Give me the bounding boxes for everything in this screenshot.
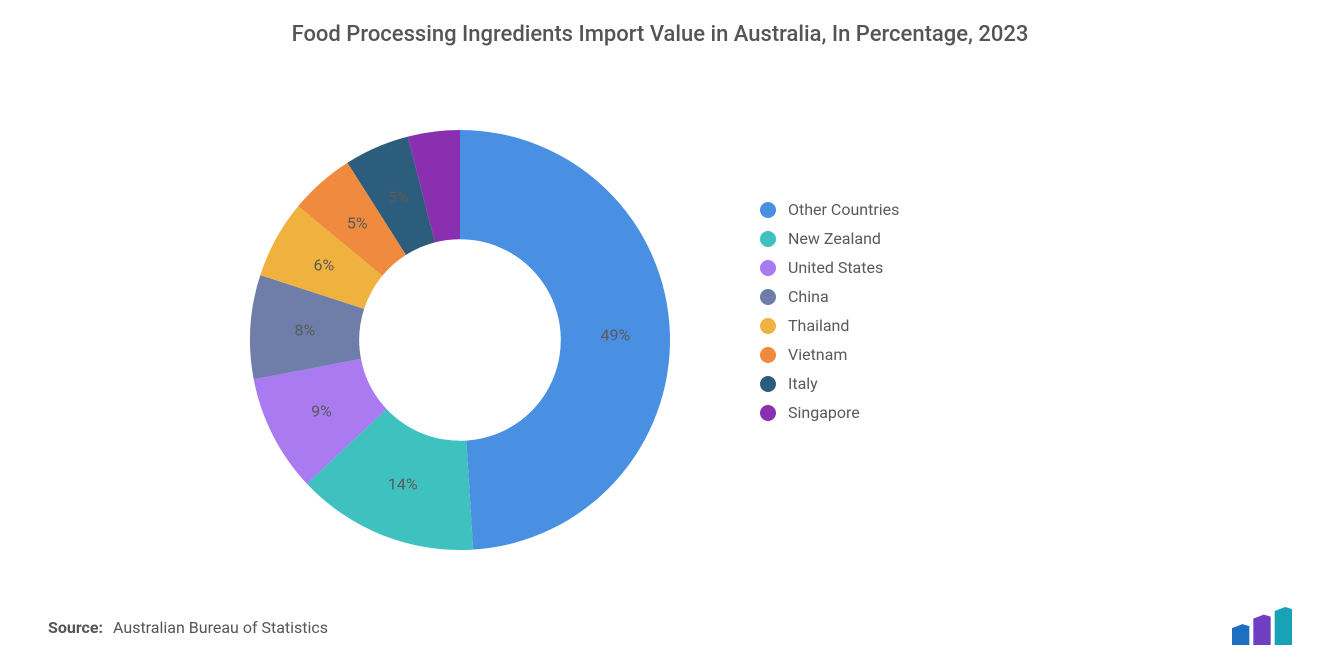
source-citation: Source: Australian Bureau of Statistics (48, 618, 328, 637)
legend-marker-icon (760, 318, 776, 334)
legend-item: Vietnam (760, 345, 899, 364)
brand-logo (1232, 607, 1292, 645)
legend-label: China (788, 287, 829, 306)
legend-marker-icon (760, 202, 776, 218)
legend-item: Singapore (760, 403, 899, 422)
slice-label: 8% (295, 321, 316, 340)
logo-bar-icon (1232, 624, 1249, 645)
legend-marker-icon (760, 231, 776, 247)
legend-label: Other Countries (788, 200, 899, 219)
slice-label: 49% (600, 326, 630, 345)
legend-item: United States (760, 258, 899, 277)
legend-item: Other Countries (760, 200, 899, 219)
slice-label: 6% (313, 256, 334, 275)
source-value: Australian Bureau of Statistics (113, 618, 328, 637)
legend-label: Vietnam (788, 345, 847, 364)
legend-marker-icon (760, 376, 776, 392)
donut-chart: 49% 14% 9% 8% 6% 5% 5% (230, 110, 690, 570)
logo-bar-icon (1253, 615, 1270, 645)
legend-item: Thailand (760, 316, 899, 335)
slice-label: 5% (347, 214, 368, 233)
legend-item: China (760, 287, 899, 306)
legend-marker-icon (760, 289, 776, 305)
legend-label: Singapore (788, 403, 860, 422)
legend-label: New Zealand (788, 229, 881, 248)
legend: Other Countries New Zealand United States C… (760, 200, 899, 432)
legend-marker-icon (760, 260, 776, 276)
chart-title: Food Processing Ingredients Import Value… (0, 0, 1320, 47)
legend-label: Thailand (788, 316, 849, 335)
donut-slice (460, 130, 670, 550)
slice-label: 5% (388, 188, 409, 207)
slice-label: 9% (311, 401, 332, 420)
source-label: Source: (48, 618, 103, 637)
legend-item: Italy (760, 374, 899, 393)
legend-label: United States (788, 258, 883, 277)
slice-label: 14% (388, 475, 418, 494)
legend-marker-icon (760, 405, 776, 421)
legend-item: New Zealand (760, 229, 899, 248)
legend-label: Italy (788, 374, 818, 393)
logo-bar-icon (1275, 607, 1292, 645)
legend-marker-icon (760, 347, 776, 363)
